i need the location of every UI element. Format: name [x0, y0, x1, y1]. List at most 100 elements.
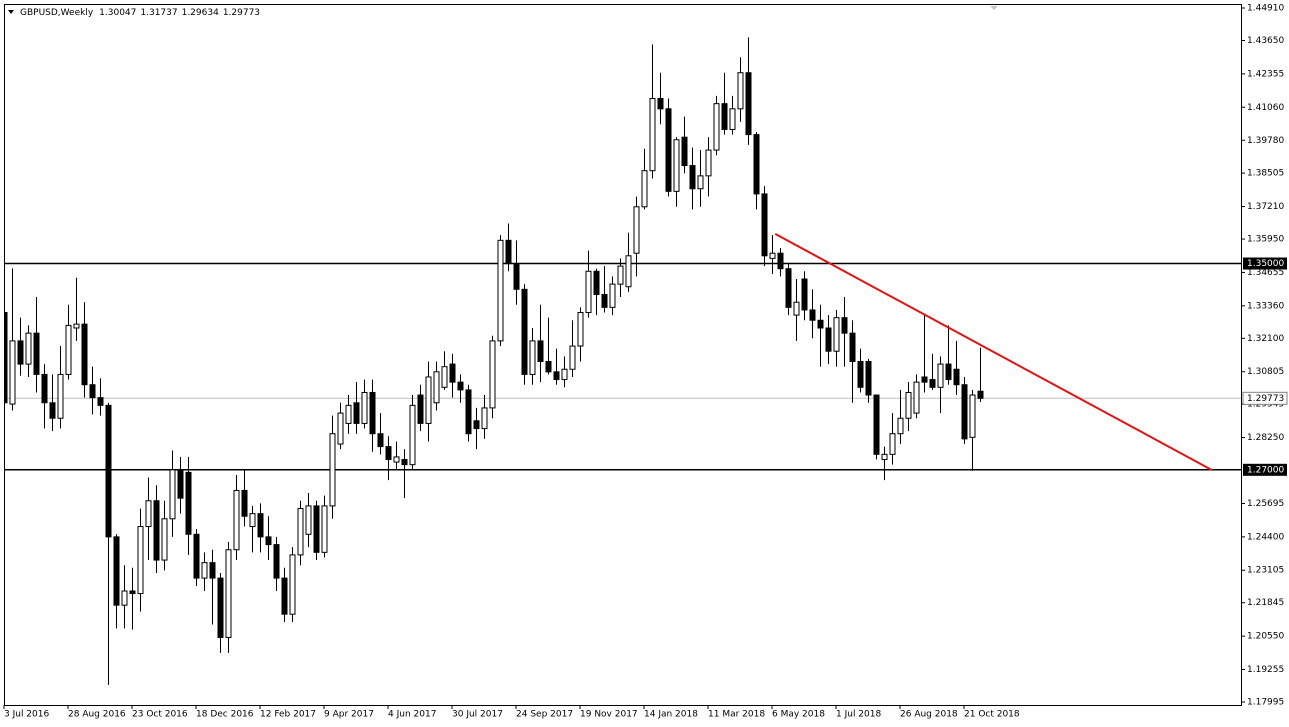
x-tick-label: 4 Jun 2017 — [388, 710, 436, 720]
y-tick-label: 1.43650 — [1247, 36, 1284, 46]
candle-body-up — [769, 252, 776, 259]
y-tick-label: 1.32100 — [1247, 334, 1284, 344]
trendline — [774, 232, 1213, 471]
candle-body-down — [593, 270, 600, 295]
y-tick-label: 1.37210 — [1247, 202, 1284, 212]
candle-body-up — [585, 270, 592, 314]
candle-body-up — [145, 500, 152, 528]
candle-body-down — [105, 404, 112, 538]
y-tick-label: 1.17995 — [1247, 698, 1284, 708]
candle-body-down — [377, 433, 384, 448]
y-tick-label: 1.44910 — [1247, 3, 1284, 13]
candle-body-up — [297, 507, 304, 556]
candle-body-down — [817, 319, 824, 329]
candle-body-up — [833, 317, 840, 352]
candle-body-down — [185, 471, 192, 535]
x-tick-label: 21 Oct 2018 — [964, 710, 1020, 720]
candle-body-down — [385, 446, 392, 460]
x-tick-label: 19 Nov 2017 — [580, 710, 638, 720]
x-tick-label: 28 Aug 2016 — [68, 710, 126, 720]
x-tick-label: 9 Apr 2017 — [324, 710, 374, 720]
y-tick-label: 1.21845 — [1247, 598, 1284, 608]
candle-body-down — [521, 288, 528, 375]
candle-body-up — [969, 394, 976, 438]
candle-body-down — [785, 268, 792, 308]
candle-body-down — [129, 590, 136, 595]
level-label-box — [1243, 463, 1287, 476]
candle-body-down — [5, 312, 8, 404]
candle-body-down — [945, 363, 952, 381]
candle-body-up — [121, 590, 128, 606]
x-tick-label: 26 Aug 2018 — [900, 710, 958, 720]
candle-body-up — [161, 518, 168, 561]
candle-body-down — [657, 98, 664, 110]
candle-body-down — [801, 278, 808, 311]
candle-body-up — [433, 371, 440, 404]
candle-body-down — [857, 361, 864, 388]
x-tick-label: 11 Mar 2018 — [708, 710, 765, 720]
candle-body-up — [649, 98, 656, 172]
candle-body-up — [713, 103, 720, 151]
plot-frame — [4, 4, 1242, 706]
plot-area — [5, 37, 1241, 685]
candle-body-up — [137, 526, 144, 595]
candle-body-down — [17, 340, 24, 365]
candle-body-up — [529, 340, 536, 375]
candle-body-up — [289, 554, 296, 615]
candle-body-down — [281, 577, 288, 615]
candle-body-up — [897, 417, 904, 435]
candle-body-up — [497, 239, 504, 342]
candle-body-down — [513, 263, 520, 290]
candle-body-down — [89, 384, 96, 399]
x-tick-label: 30 Jul 2017 — [452, 710, 503, 720]
x-tick-label: 14 Jan 2018 — [644, 710, 698, 720]
candle-body-up — [9, 340, 16, 405]
candle-body-up — [561, 368, 568, 381]
candle-body-up — [705, 149, 712, 177]
candle-body-up — [233, 489, 240, 551]
candle-body-down — [681, 136, 688, 167]
candle-body-down — [873, 394, 880, 455]
candle-body-up — [73, 323, 80, 329]
candle-body-up — [393, 456, 400, 463]
level-label-box — [1243, 257, 1287, 270]
candle-body-down — [449, 363, 456, 383]
x-tick-label: 3 Jul 2016 — [4, 710, 49, 720]
candle-body-up — [577, 312, 584, 347]
candle-body-down — [417, 394, 424, 424]
candle-body-down — [473, 420, 480, 430]
y-tick-label: 1.41060 — [1247, 103, 1284, 113]
candle-body-down — [601, 293, 608, 308]
y-tick-label: 1.19255 — [1247, 665, 1284, 675]
candle-body-up — [345, 404, 352, 424]
candle-body-down — [665, 108, 672, 192]
candle-body-up — [625, 255, 632, 288]
y-tick-label: 1.24400 — [1247, 532, 1284, 542]
candle-body-down — [553, 371, 560, 381]
candle-body-down — [849, 332, 856, 363]
candle-body-up — [441, 366, 448, 388]
candle-body-up — [201, 562, 208, 579]
candle-body-down — [841, 317, 848, 334]
y-tick-label: 1.30805 — [1247, 367, 1284, 377]
candle-body-down — [961, 384, 968, 440]
y-tick-label: 1.23105 — [1247, 566, 1284, 576]
candle-body-down — [257, 513, 264, 538]
candle-body-down — [97, 397, 104, 406]
x-tick-label: 6 May 2018 — [772, 710, 825, 720]
candle-body-up — [169, 469, 176, 520]
candle-body-up — [937, 363, 944, 388]
candle-body-up — [425, 376, 432, 424]
y-tick-label: 1.42355 — [1247, 69, 1284, 79]
candle-body-down — [721, 103, 728, 130]
candle-body-down — [825, 327, 832, 352]
candle-body-up — [361, 391, 368, 424]
candle-body-up — [569, 345, 576, 370]
y-tick-label: 1.38505 — [1247, 169, 1284, 179]
x-tick-label: 23 Oct 2016 — [132, 710, 188, 720]
candle-body-down — [921, 376, 928, 383]
y-tick-label: 1.34655 — [1247, 268, 1284, 278]
y-tick-label: 1.33360 — [1247, 301, 1284, 311]
